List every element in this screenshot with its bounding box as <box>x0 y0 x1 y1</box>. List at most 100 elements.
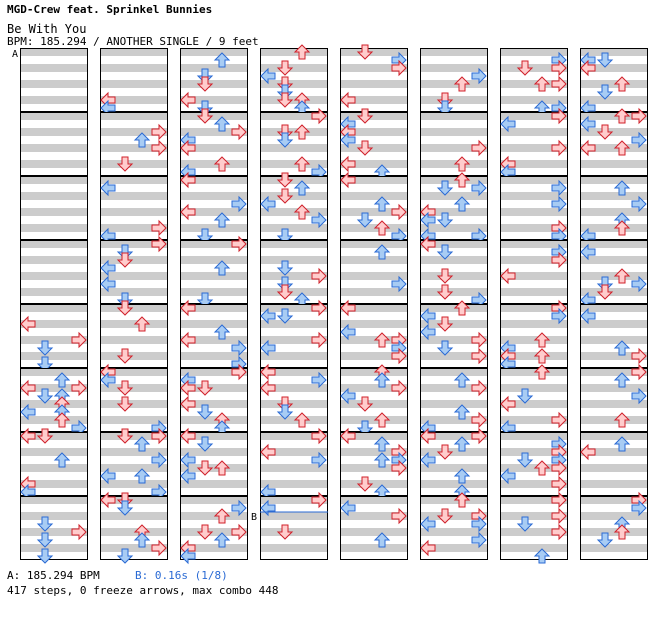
beat-stripe <box>20 480 88 488</box>
beat-stripe <box>260 384 328 392</box>
up-arrow-icon <box>213 532 231 548</box>
measure-box <box>420 240 488 304</box>
beat-stripe <box>180 144 248 152</box>
beat-stripe <box>420 64 488 72</box>
beat-stripe <box>420 448 488 456</box>
beat-stripe <box>180 48 248 56</box>
bpm-b-label: B: 0.16s (1/8) <box>135 569 228 582</box>
left-arrow-icon <box>20 403 36 421</box>
right-arrow-icon <box>551 59 567 77</box>
down-arrow-icon <box>276 524 294 540</box>
beat-stripe <box>580 416 648 424</box>
beat-stripe <box>500 208 568 216</box>
measure-box <box>20 304 88 368</box>
measure-box <box>500 432 568 496</box>
beat-stripe <box>20 368 88 376</box>
beat-stripe <box>340 64 408 72</box>
beat-stripe <box>340 96 408 104</box>
down-arrow-icon <box>116 156 134 172</box>
right-arrow-icon <box>231 123 247 141</box>
beat-stripe <box>20 128 88 136</box>
right-arrow-icon <box>471 427 487 445</box>
beat-stripe <box>180 480 248 488</box>
beat-stripe <box>500 432 568 440</box>
beat-stripe <box>500 352 568 360</box>
beat-stripe <box>20 384 88 392</box>
measure-box <box>580 368 648 432</box>
beat-stripe <box>500 448 568 456</box>
beat-stripe <box>500 240 568 248</box>
right-arrow-icon <box>391 459 407 477</box>
step-stats: 417 steps, 0 freeze arrows, max combo 44… <box>7 584 279 597</box>
left-arrow-icon <box>180 203 196 221</box>
left-arrow-icon <box>340 323 356 341</box>
beat-stripe <box>260 336 328 344</box>
beat-stripe <box>420 480 488 488</box>
measure-box <box>260 176 328 240</box>
up-arrow-icon <box>453 404 471 420</box>
beat-stripe <box>420 416 488 424</box>
beat-stripe <box>340 240 408 248</box>
left-arrow-icon <box>20 315 36 333</box>
measure-box <box>100 496 168 560</box>
beat-stripe <box>100 96 168 104</box>
beat-stripe <box>580 208 648 216</box>
beat-stripe <box>180 400 248 408</box>
right-arrow-icon <box>391 275 407 293</box>
beat-stripe <box>260 48 328 56</box>
beat-stripe <box>20 240 88 248</box>
beat-stripe <box>580 384 648 392</box>
measure-box <box>180 496 248 560</box>
down-arrow-icon <box>196 404 214 420</box>
left-arrow-icon <box>20 427 36 445</box>
left-arrow-icon <box>180 395 196 413</box>
up-arrow-icon <box>533 460 551 476</box>
left-arrow-icon <box>260 339 276 357</box>
beat-stripe <box>420 112 488 120</box>
beat-stripe <box>500 80 568 88</box>
beat-stripe <box>580 272 648 280</box>
beat-stripe <box>180 64 248 72</box>
beat-stripe <box>260 272 328 280</box>
beat-stripe <box>340 480 408 488</box>
up-arrow-icon <box>533 76 551 92</box>
up-arrow-icon <box>453 300 471 316</box>
measure-box <box>180 304 248 368</box>
down-arrow-icon <box>276 188 294 204</box>
up-arrow-icon <box>613 436 631 452</box>
beat-stripe <box>500 544 568 552</box>
up-arrow-icon <box>213 508 231 524</box>
beat-stripe <box>260 96 328 104</box>
right-arrow-icon <box>71 523 87 541</box>
beat-stripe <box>20 208 88 216</box>
beat-stripe <box>340 144 408 152</box>
beat-stripe <box>260 176 328 184</box>
beat-stripe <box>340 432 408 440</box>
left-arrow-icon <box>20 379 36 397</box>
beat-stripe <box>580 528 648 536</box>
beat-stripe <box>340 208 408 216</box>
beat-stripe <box>420 256 488 264</box>
right-arrow-icon <box>631 107 647 125</box>
right-arrow-icon <box>231 499 247 517</box>
beat-stripe <box>180 192 248 200</box>
right-arrow-icon <box>151 235 167 253</box>
beat-stripe <box>260 256 328 264</box>
beat-stripe <box>580 144 648 152</box>
beat-stripe <box>180 464 248 472</box>
down-arrow-icon <box>516 60 534 76</box>
down-arrow-icon <box>276 308 294 324</box>
beat-stripe <box>340 368 408 376</box>
beat-stripe <box>100 240 168 248</box>
beat-stripe <box>420 464 488 472</box>
down-arrow-icon <box>196 524 214 540</box>
left-arrow-icon <box>340 91 356 109</box>
right-arrow-icon <box>471 67 487 85</box>
beat-stripe <box>420 368 488 376</box>
down-arrow-icon <box>36 532 54 548</box>
measure-box <box>420 176 488 240</box>
measure-box <box>500 304 568 368</box>
beat-stripe <box>420 496 488 504</box>
beat-stripe <box>260 208 328 216</box>
right-arrow-icon <box>631 195 647 213</box>
